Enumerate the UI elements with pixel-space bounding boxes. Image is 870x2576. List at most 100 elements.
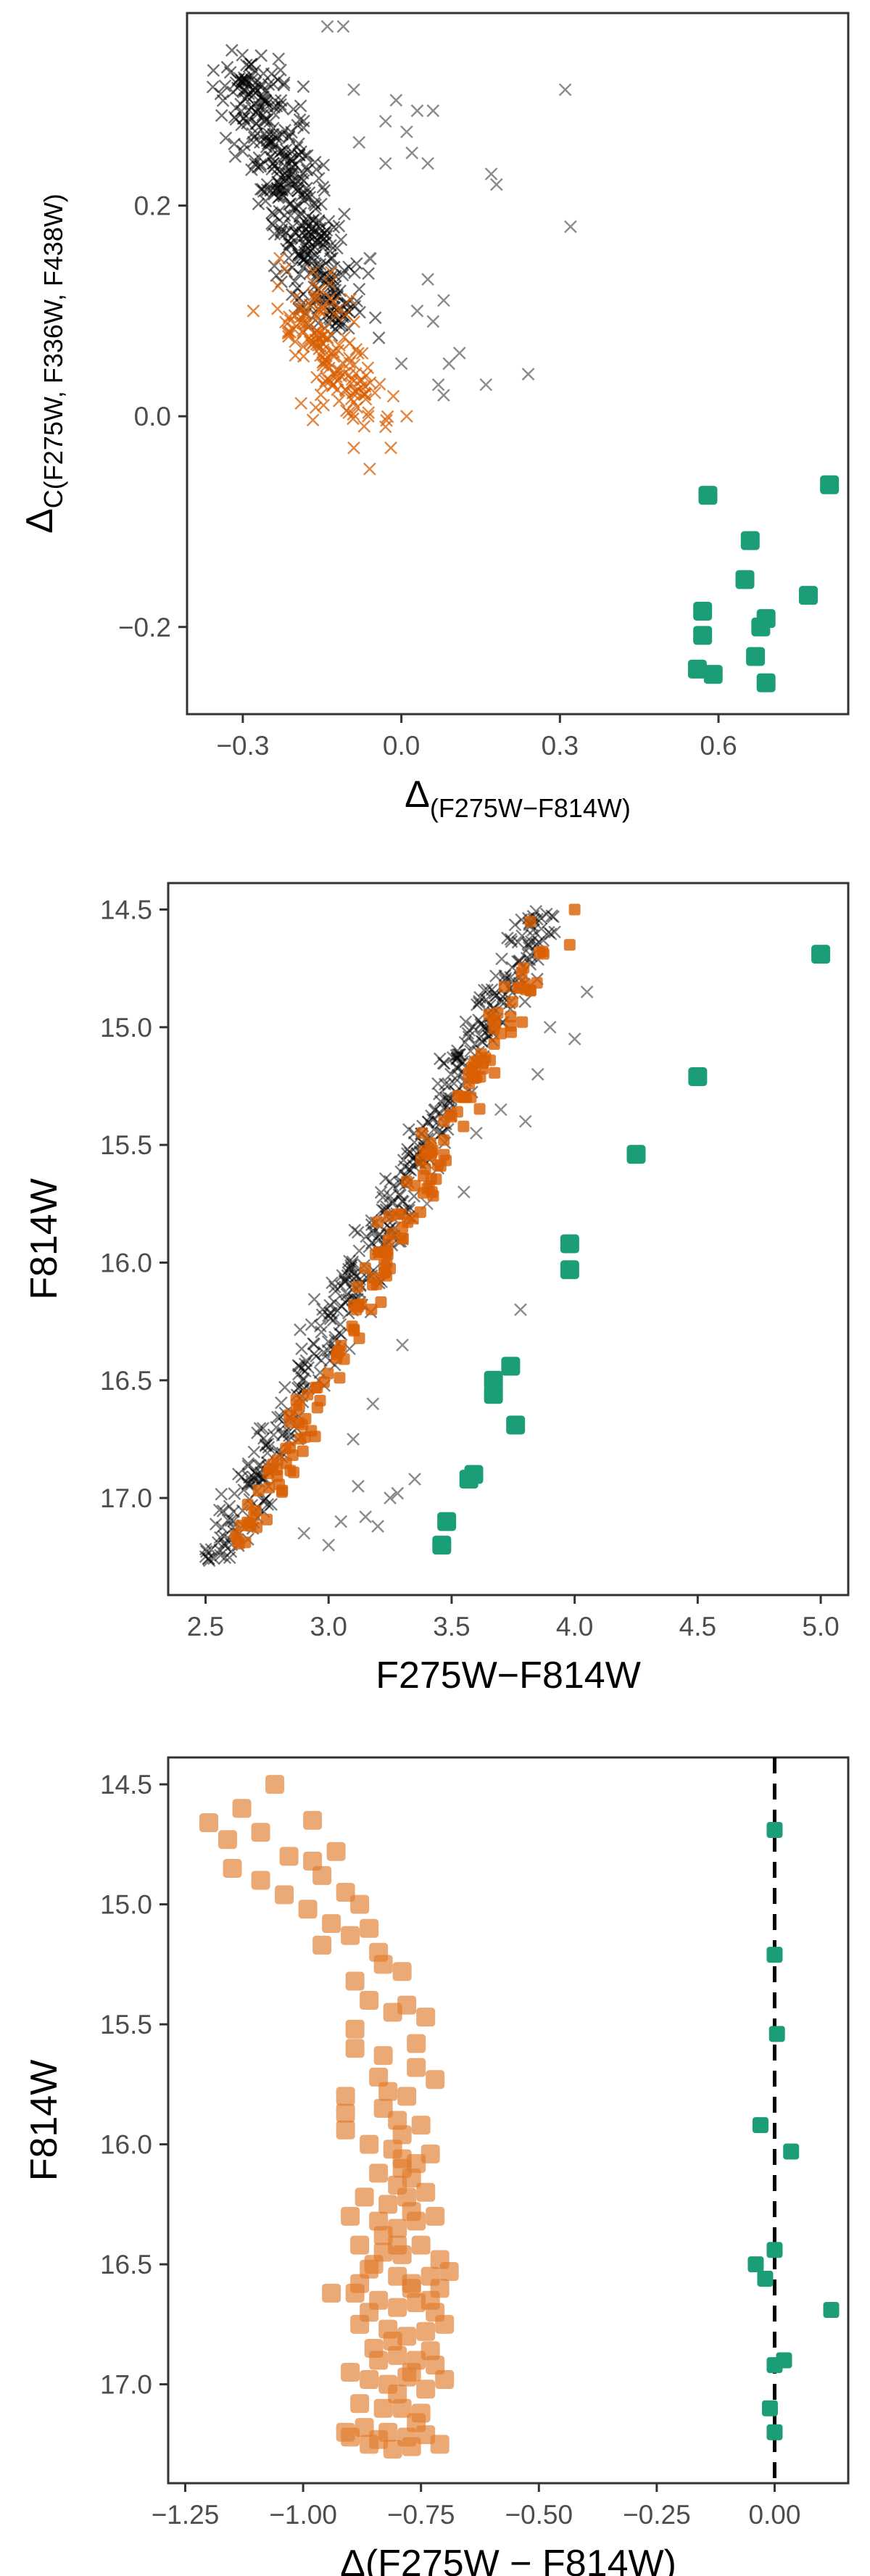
data-point-cross (302, 220, 315, 233)
data-point-square (350, 1894, 370, 1914)
data-point-cross (286, 102, 300, 116)
data-point-cross (246, 1470, 260, 1484)
data-point-cross (363, 252, 376, 265)
data-point-cross (314, 305, 328, 319)
data-point-square (752, 2117, 768, 2134)
data-point-cross (338, 1275, 352, 1288)
data-point-square (424, 1137, 436, 1149)
y-tick-label: 16.0 (100, 1248, 152, 1277)
data-point-square (505, 1011, 517, 1023)
data-point-cross (296, 166, 310, 180)
data-point-cross (336, 356, 349, 370)
data-point-cross (288, 275, 302, 289)
data-point-square (419, 1163, 431, 1175)
data-point-cross (280, 265, 294, 278)
data-point-cross (327, 1295, 341, 1309)
data-point-cross (317, 1346, 331, 1359)
data-point-square (352, 1280, 364, 1293)
x-tick-label: 0.6 (700, 731, 737, 761)
data-point-square (345, 2039, 365, 2058)
x-axis-label: F275W−F814W (376, 1654, 641, 1697)
data-point-cross (260, 178, 274, 191)
data-point-square (397, 2327, 417, 2346)
data-point-square (693, 626, 713, 645)
data-point-square (407, 2293, 426, 2313)
data-point-cross (215, 1488, 228, 1501)
data-point-cross (374, 1185, 388, 1199)
data-point-square (426, 2206, 445, 2226)
data-point-cross (287, 201, 301, 215)
data-point-square (430, 2279, 450, 2298)
data-point-square (473, 1103, 486, 1115)
data-point-cross (343, 1254, 356, 1268)
x-tick-label: 4.0 (556, 1612, 593, 1641)
data-point-square (388, 2384, 407, 2403)
data-point-cross (464, 1044, 477, 1058)
data-point-cross (518, 1114, 532, 1128)
data-point-cross (520, 951, 534, 965)
data-point-cross (304, 1318, 318, 1331)
data-point-square (735, 570, 755, 589)
data-point-cross (580, 985, 594, 998)
data-point-cross (405, 146, 419, 160)
data-point-cross (223, 1499, 236, 1513)
data-point-cross (347, 412, 360, 426)
data-point-square (392, 2158, 412, 2178)
data-point-cross (300, 149, 314, 162)
data-point-cross (310, 1349, 323, 1363)
data-point-cross (314, 388, 328, 402)
data-point-cross (536, 934, 550, 947)
data-point-cross (297, 349, 310, 363)
data-point-cross (218, 1551, 232, 1565)
x-tick-label: 3.5 (433, 1612, 470, 1641)
series-1-markers (320, 20, 577, 402)
data-point-cross (212, 1503, 226, 1517)
data-point-cross (378, 115, 392, 128)
data-point-square (420, 2144, 440, 2163)
data-point-square (297, 1445, 309, 1457)
data-point-square (757, 2270, 774, 2287)
data-point-cross (263, 150, 277, 164)
data-point-square (426, 1186, 438, 1198)
data-point-cross (246, 304, 260, 318)
data-point-square (352, 1301, 365, 1313)
data-point-square (439, 2262, 459, 2282)
data-point-cross (297, 340, 310, 353)
x-axis-label: Δ(F275W−F814W) (405, 774, 631, 823)
data-point-cross (348, 1223, 362, 1237)
data-point-square (563, 939, 576, 951)
y-tick-label: 14.5 (100, 1770, 152, 1800)
data-point-cross (355, 347, 369, 360)
data-point-cross (293, 268, 307, 281)
data-point-cross (357, 387, 370, 401)
data-point-cross (281, 326, 295, 340)
x-tick-label: −0.3 (216, 731, 269, 761)
data-point-square (402, 2202, 421, 2221)
data-point-cross (329, 309, 342, 322)
data-point-cross (228, 1487, 241, 1500)
data-point-square (336, 2103, 355, 2123)
data-point-cross (458, 1035, 472, 1049)
data-point-square (489, 1018, 502, 1030)
data-point-cross (247, 1445, 261, 1459)
data-point-cross (271, 302, 284, 315)
data-point-cross (358, 380, 372, 393)
data-point-cross (296, 324, 310, 337)
data-point-cross (309, 401, 323, 415)
data-point-square (703, 665, 723, 684)
data-point-cross (242, 103, 256, 117)
data-point-square (397, 2087, 417, 2106)
data-point-cross (342, 351, 356, 365)
data-point-cross (384, 1491, 397, 1504)
data-point-cross (324, 252, 337, 265)
data-point-cross (543, 1020, 557, 1034)
data-point-cross (331, 241, 344, 255)
data-point-cross (452, 347, 466, 360)
data-point-square (369, 2211, 389, 2231)
data-point-square (303, 1852, 323, 1871)
data-point-square (373, 2398, 393, 2418)
data-point-cross (289, 290, 303, 304)
x-tick-label: 0.3 (542, 731, 579, 761)
data-point-cross (219, 131, 233, 145)
